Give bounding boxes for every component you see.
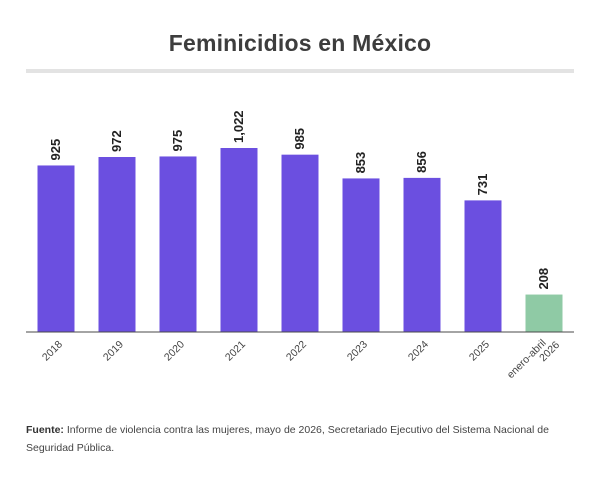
source-note: Fuente: Informe de violencia contra las … — [26, 421, 574, 457]
x-tick-label: 2025 — [467, 338, 492, 363]
x-tick-label-line: 2018 — [40, 338, 65, 363]
x-tick-label-line: 2024 — [406, 338, 431, 363]
x-tick-label-line: 2020 — [162, 338, 187, 363]
x-tick-label: 2018 — [40, 338, 65, 363]
x-tick-label: 2024 — [406, 338, 431, 363]
x-tick-label: 2023 — [345, 338, 370, 363]
value-label: 975 — [170, 130, 185, 152]
x-tick-label-line: 2019 — [101, 338, 126, 363]
value-label: 925 — [48, 139, 63, 161]
x-tick-label: enero-abril2026 — [505, 331, 563, 389]
x-tick-label-line: 2021 — [223, 338, 248, 363]
x-tick-label: 2019 — [101, 338, 126, 363]
chart-title: Feminicidios en México — [168, 30, 432, 56]
x-tick-label-line: 2022 — [284, 338, 309, 363]
bar-2023 — [342, 178, 380, 332]
bar-2018 — [37, 165, 75, 332]
bar-enero-abril-2026 — [525, 294, 563, 332]
bar-2020 — [159, 156, 197, 332]
x-tick-label: 2021 — [223, 338, 248, 363]
bar-2022 — [281, 154, 319, 332]
value-label: 1,022 — [231, 110, 246, 143]
value-label: 731 — [475, 174, 490, 196]
value-label: 853 — [353, 152, 368, 174]
source-text: Informe de violencia contra las mujeres,… — [26, 424, 549, 454]
x-tick-label: 2022 — [284, 338, 309, 363]
value-label: 856 — [414, 151, 429, 173]
bar-2019 — [98, 157, 136, 332]
value-label: 985 — [292, 128, 307, 150]
bar-2025 — [464, 200, 502, 332]
value-label: 972 — [109, 130, 124, 152]
x-tick-label-line: 2025 — [467, 338, 492, 363]
bar-2021 — [220, 148, 258, 332]
x-tick-label-line: 2023 — [345, 338, 370, 363]
source-label: Fuente: — [26, 424, 64, 436]
title-divider — [26, 69, 574, 73]
bar-2024 — [403, 177, 441, 332]
bars-group — [37, 148, 563, 332]
x-tick-label: 2020 — [162, 338, 187, 363]
value-label: 208 — [536, 268, 551, 290]
x-tick-labels-group: 2018 2019 2020 2021 2022 2023 2024 2025 enero-ab… — [40, 331, 563, 389]
value-labels-group: 925 972 975 1,022 985 853 856 731 208 — [48, 110, 551, 289]
